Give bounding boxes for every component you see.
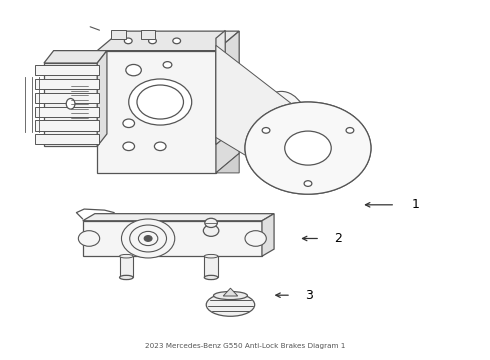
Circle shape bbox=[123, 119, 135, 127]
Polygon shape bbox=[35, 107, 98, 117]
Circle shape bbox=[124, 38, 132, 44]
Ellipse shape bbox=[120, 275, 133, 280]
Polygon shape bbox=[216, 31, 239, 173]
Polygon shape bbox=[216, 31, 225, 145]
Polygon shape bbox=[44, 51, 107, 63]
Circle shape bbox=[137, 85, 183, 119]
Polygon shape bbox=[112, 30, 126, 39]
Circle shape bbox=[304, 181, 312, 186]
Circle shape bbox=[126, 64, 141, 76]
Polygon shape bbox=[204, 256, 218, 278]
Ellipse shape bbox=[252, 91, 310, 180]
Polygon shape bbox=[141, 30, 155, 39]
Circle shape bbox=[346, 127, 354, 133]
Ellipse shape bbox=[66, 99, 75, 109]
Polygon shape bbox=[262, 214, 274, 256]
Polygon shape bbox=[97, 51, 216, 173]
Circle shape bbox=[285, 131, 331, 165]
Polygon shape bbox=[35, 93, 98, 103]
Text: 3: 3 bbox=[306, 289, 314, 302]
Circle shape bbox=[203, 225, 219, 237]
Text: 1: 1 bbox=[412, 198, 420, 211]
Polygon shape bbox=[35, 121, 98, 131]
Polygon shape bbox=[35, 134, 98, 144]
Polygon shape bbox=[216, 45, 298, 187]
Text: 2: 2 bbox=[335, 232, 343, 245]
Circle shape bbox=[205, 218, 218, 228]
Polygon shape bbox=[223, 288, 238, 296]
Circle shape bbox=[154, 142, 166, 150]
Circle shape bbox=[123, 142, 135, 150]
Circle shape bbox=[144, 236, 152, 241]
Ellipse shape bbox=[204, 255, 218, 258]
Polygon shape bbox=[216, 153, 239, 173]
Polygon shape bbox=[120, 256, 133, 278]
Ellipse shape bbox=[204, 275, 218, 280]
Polygon shape bbox=[83, 214, 274, 221]
Circle shape bbox=[129, 79, 192, 125]
Ellipse shape bbox=[120, 255, 133, 258]
Circle shape bbox=[163, 62, 172, 68]
Ellipse shape bbox=[214, 292, 247, 300]
Circle shape bbox=[78, 231, 99, 246]
Polygon shape bbox=[35, 79, 98, 89]
Polygon shape bbox=[97, 31, 239, 51]
Circle shape bbox=[245, 231, 267, 246]
Polygon shape bbox=[83, 221, 262, 256]
Circle shape bbox=[262, 127, 270, 133]
Polygon shape bbox=[97, 51, 107, 146]
Polygon shape bbox=[35, 65, 98, 75]
Circle shape bbox=[122, 219, 175, 258]
Circle shape bbox=[148, 38, 156, 44]
Circle shape bbox=[245, 102, 371, 194]
Polygon shape bbox=[44, 63, 97, 146]
Text: 2023 Mercedes-Benz G550 Anti-Lock Brakes Diagram 1: 2023 Mercedes-Benz G550 Anti-Lock Brakes… bbox=[145, 343, 345, 350]
Circle shape bbox=[245, 102, 371, 194]
Circle shape bbox=[173, 38, 181, 44]
Ellipse shape bbox=[206, 293, 255, 316]
